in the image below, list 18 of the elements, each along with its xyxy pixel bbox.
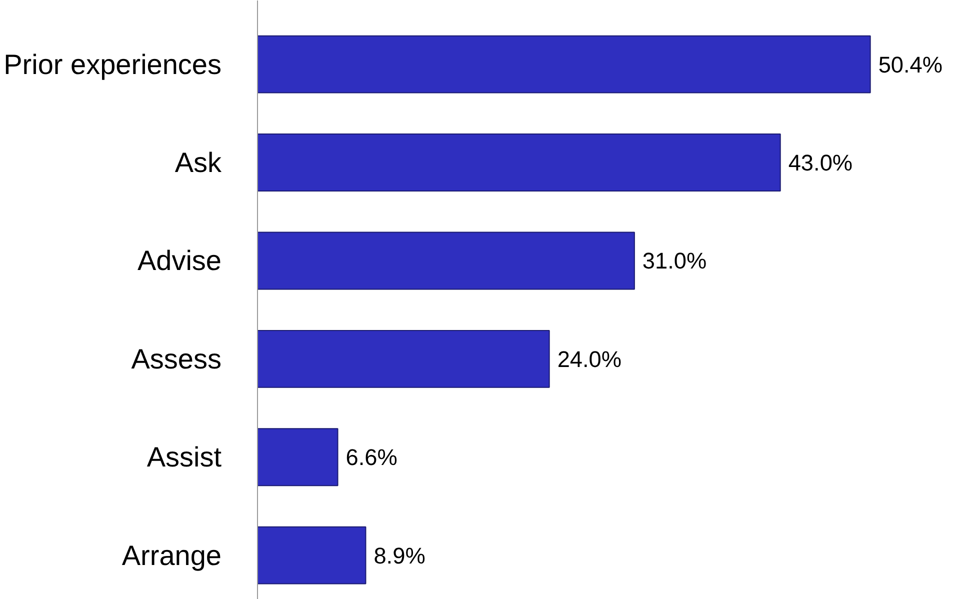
y-tick-label: Ask: [174, 147, 222, 178]
bar: [258, 232, 635, 290]
y-tick-label: Assess: [131, 343, 222, 374]
y-tick-label: Assist: [146, 442, 222, 473]
bar: [258, 428, 338, 486]
y-tick-label: Prior experiences: [4, 48, 222, 80]
data-label: 50.4%: [878, 51, 943, 78]
bar: [258, 330, 550, 388]
bar: [258, 35, 871, 94]
y-tick-label: Arrange: [122, 540, 222, 571]
data-label: 8.9%: [374, 542, 426, 568]
y-tick-label: Advise: [137, 245, 222, 276]
bar: [258, 134, 781, 192]
data-label: 43.0%: [788, 150, 853, 176]
data-label: 31.0%: [642, 248, 707, 274]
data-label: 24.0%: [557, 346, 622, 372]
bar: [258, 526, 366, 584]
data-label: 6.6%: [346, 444, 398, 470]
